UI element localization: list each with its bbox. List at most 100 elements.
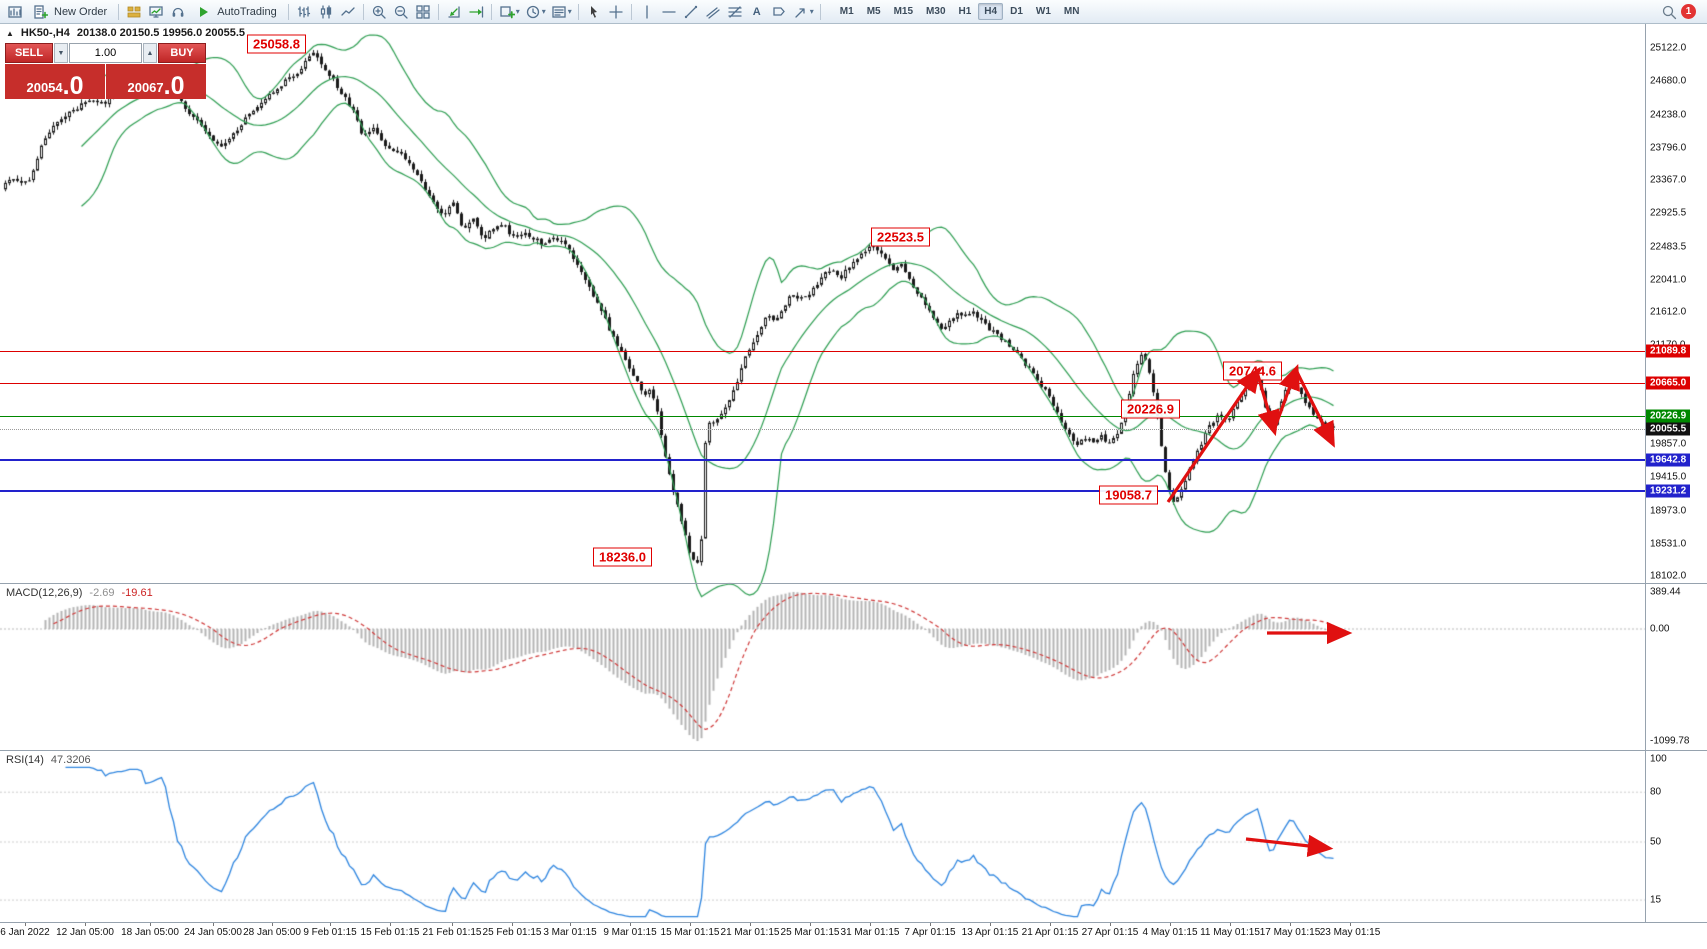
buy-price-frac: .0 [163,71,185,100]
rsi-label: RSI(14) 47.3206 [6,754,91,766]
timeframe-w1[interactable]: W1 [1035,6,1051,17]
price-tag-20226.9: 20226.9 [1646,409,1691,423]
price-annotation[interactable]: 19058.7 [1099,485,1158,505]
rsi-panel-separator[interactable] [0,750,1707,751]
price-axis-separator [1645,24,1646,922]
macd-name: MACD(12,26,9) [6,587,83,599]
time-label: 21 Apr 01:15 [1021,927,1079,938]
chart-shift-icon[interactable] [466,2,486,21]
price-tick: 23796.0 [1650,142,1687,154]
zoom-out-icon[interactable] [391,2,411,21]
time-label: 31 Mar 01:15 [840,927,900,938]
trendline-icon[interactable] [681,2,701,21]
bar-chart-icon[interactable] [294,2,314,21]
timeframe-mn[interactable]: MN [1063,6,1080,17]
macd-axis-label: 0.00 [1650,623,1670,635]
autotrading-button[interactable]: AutoTrading [190,1,283,22]
chevron-down-icon[interactable]: ▾ [515,7,520,16]
new-order-label: New Order [54,5,108,18]
equidistant-channel-icon[interactable] [703,2,723,21]
market-watch-icon[interactable] [146,2,166,21]
candlestick-chart-icon[interactable] [316,2,336,21]
timeframe-m5[interactable]: M5 [866,6,881,17]
new-chart-icon[interactable] [497,2,517,21]
symbol-ohlc: 20138.0 20150.5 19956.0 20055.5 [76,27,246,39]
arrows-tool-icon[interactable] [791,2,811,21]
price-tick: 22925.5 [1650,207,1687,219]
time-label: 4 May 01:15 [1142,927,1198,938]
support-headset-icon[interactable] [168,2,188,21]
chevron-down-icon[interactable]: ▾ [541,7,546,16]
time-tick [150,922,151,926]
price-annotation[interactable]: 25058.8 [247,34,306,54]
templates-icon[interactable] [549,2,569,21]
crosshair-icon[interactable] [606,2,626,21]
hline-20665.0[interactable] [0,382,1645,384]
time-tick [213,922,214,926]
hline-20226.9[interactable] [0,415,1645,417]
volume-up-icon[interactable]: ▲ [143,43,157,63]
periods-clock-icon[interactable] [523,2,543,21]
volume-input[interactable] [69,43,142,63]
auto-scroll-icon[interactable] [444,2,464,21]
price-annotation[interactable]: 20744.6 [1223,361,1282,381]
fibonacci-icon[interactable] [725,2,745,21]
hline-21089.8[interactable] [0,350,1645,352]
new-order-icon [30,2,50,21]
hline-20055.5[interactable] [0,428,1645,430]
time-label: 25 Mar 01:15 [780,927,840,938]
new-order-button[interactable]: New Order [27,1,113,22]
time-label: 15 Feb 01:15 [360,927,420,938]
time-label: 21 Feb 01:15 [422,927,482,938]
price-tick: 18973.0 [1650,505,1687,516]
buy-button[interactable]: BUY [158,43,206,63]
timeframe-h4[interactable]: H4 [978,3,1004,20]
price-tick: 24238.0 [1650,109,1687,120]
time-tick [990,922,991,926]
vertical-line-icon[interactable] [637,2,657,21]
time-axis-separator [0,922,1707,923]
toolbar: New Order AutoTrading ▾ ▾ ▾ A [0,0,1707,24]
time-tick [272,922,273,926]
volume-down-icon[interactable]: ▼ [54,43,68,63]
notification-badge[interactable]: 1 [1681,4,1696,19]
price-annotation[interactable]: 18236.0 [593,547,652,567]
chevron-down-icon[interactable]: ▾ [567,7,572,16]
macd-label: MACD(12,26,9) -2.69 -19.61 [6,587,153,599]
horizontal-line-icon[interactable] [659,2,679,21]
price-tag-20055.5: 20055.5 [1646,422,1691,436]
tile-windows-icon[interactable] [413,2,433,21]
text-label-icon[interactable] [769,2,789,21]
one-click-collapse-icon[interactable]: ▲ [6,28,14,38]
timeframe-m1[interactable]: M1 [839,6,854,17]
time-label: 12 Jan 05:00 [56,927,114,938]
cursor-icon[interactable] [584,2,604,21]
time-tick [25,922,26,926]
macd-axis-label: 389.44 [1650,586,1681,598]
price-annotation[interactable]: 20226.9 [1121,399,1180,419]
chevron-down-icon[interactable]: ▾ [809,7,814,16]
hline-19642.8[interactable] [0,459,1645,462]
timeframe-h1[interactable]: H1 [958,6,972,17]
hline-19231.2[interactable] [0,490,1645,493]
search-icon[interactable] [1659,2,1679,21]
price-annotation[interactable]: 22523.5 [871,227,930,247]
macd-panel-separator[interactable] [0,583,1707,584]
rsi-axis-label: 15 [1650,894,1662,906]
sell-button[interactable]: SELL [5,43,53,63]
chart-window-icon[interactable] [5,2,25,21]
time-label: 17 May 01:15 [1259,927,1321,938]
layouts-icon[interactable] [124,2,144,21]
autotrading-play-icon [193,2,213,21]
toolbar-separator [819,3,821,20]
zoom-in-icon[interactable] [369,2,389,21]
line-chart-icon[interactable] [338,2,358,21]
timeframe-m15[interactable]: M15 [893,6,914,17]
timeframe-m30[interactable]: M30 [926,6,946,17]
timeframe-d1[interactable]: D1 [1010,6,1023,17]
rsi-name: RSI(14) [6,754,44,766]
time-tick [690,922,691,926]
time-tick [452,922,453,926]
text-tool-icon[interactable]: A [752,5,761,18]
